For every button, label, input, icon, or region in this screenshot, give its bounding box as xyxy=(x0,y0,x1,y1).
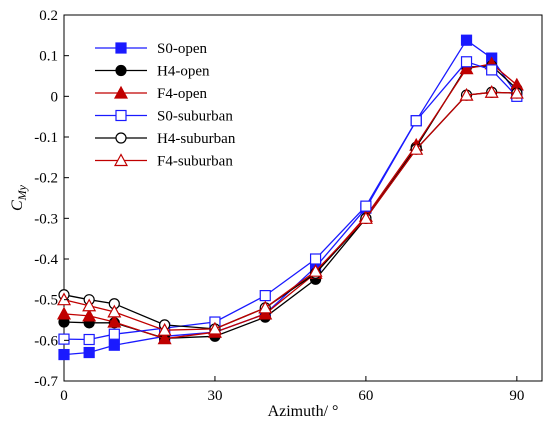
data-point xyxy=(460,34,473,46)
legend-label: F4-open xyxy=(157,86,207,102)
data-point xyxy=(258,300,273,314)
legend-label: H4-open xyxy=(157,64,210,80)
data-point xyxy=(82,298,97,312)
data-point xyxy=(486,64,498,76)
svg-text:CMy: CMy xyxy=(9,184,29,211)
series-line xyxy=(63,91,517,331)
legend: S0-open H4-open F4-open S0-suburban H4-subur… xyxy=(95,41,236,170)
y-tick-label: -0.1 xyxy=(34,130,58,146)
series-H4-suburban xyxy=(58,86,523,335)
data-point xyxy=(107,304,122,318)
data-point xyxy=(309,253,322,265)
data-point xyxy=(410,115,422,127)
data-point xyxy=(58,348,70,361)
y-tick-label: -0.4 xyxy=(34,252,58,268)
data-point xyxy=(157,322,172,336)
y-axis-label-subscript: My xyxy=(15,184,29,201)
series-S0-open xyxy=(58,34,523,361)
data-point xyxy=(207,321,222,335)
y-tick-label: -0.5 xyxy=(34,293,58,309)
y-tick-label: 0.2 xyxy=(39,8,58,24)
data-point xyxy=(108,339,120,351)
data-point xyxy=(157,331,172,345)
y-tick-label: 0.1 xyxy=(39,49,58,65)
legend-marker xyxy=(113,153,129,167)
data-point xyxy=(58,333,70,345)
plot-area xyxy=(63,14,543,382)
plot-frame xyxy=(63,14,543,382)
data-point xyxy=(459,61,474,75)
data-point xyxy=(108,328,120,340)
data-point xyxy=(358,211,373,224)
x-tick-label: 60 xyxy=(358,388,373,404)
y-tick-label: -0.2 xyxy=(34,171,58,187)
legend-marker xyxy=(115,132,127,144)
series-layer xyxy=(56,34,524,361)
x-tick-label: 30 xyxy=(207,388,222,404)
data-point xyxy=(259,290,271,302)
y-axis-label-main: C xyxy=(9,200,26,211)
y-axis-label: CMy xyxy=(9,184,29,211)
data-point xyxy=(82,308,97,322)
y-tick-label: 0 xyxy=(51,89,59,105)
data-point xyxy=(107,314,122,328)
legend-item: S0-open xyxy=(95,41,207,57)
legend-label: S0-suburban xyxy=(157,109,233,125)
legend-marker xyxy=(113,85,129,99)
series-line xyxy=(63,63,518,340)
legend-marker xyxy=(115,64,127,77)
series-F4-suburban xyxy=(56,85,524,336)
series-line xyxy=(63,39,518,356)
legend-marker xyxy=(115,42,127,54)
data-point xyxy=(56,306,72,320)
data-point xyxy=(484,85,499,98)
data-point xyxy=(460,56,473,68)
y-tick-label: -0.3 xyxy=(34,211,58,227)
series-S0-suburban xyxy=(58,56,523,346)
data-point xyxy=(409,141,424,155)
legend-item: F4-open xyxy=(95,85,207,102)
legend-item: S0-suburban xyxy=(95,109,233,125)
x-axis-label: Azimuth/ ° xyxy=(268,403,339,420)
ticks-layer: 0 30 60 90 0.2 0.1 0 -0.1 -0.2 -0.3 -0.4 -0.5 -0.6 -0… xyxy=(34,8,524,404)
x-tick-label: 90 xyxy=(509,388,524,404)
series-line xyxy=(63,65,518,339)
data-point xyxy=(308,263,323,277)
series-F4-open xyxy=(56,56,524,345)
data-point xyxy=(83,346,95,359)
data-point xyxy=(83,333,95,346)
legend-label: H4-suburban xyxy=(157,131,236,147)
data-point xyxy=(509,85,524,99)
legend-item: F4-suburban xyxy=(95,153,233,170)
legend-item: H4-open xyxy=(95,64,210,80)
legend-marker xyxy=(115,109,127,122)
y-tick-label: -0.7 xyxy=(34,374,58,390)
legend-label: S0-open xyxy=(157,41,207,57)
legend-item: H4-suburban xyxy=(95,131,236,147)
y-tick-label: -0.6 xyxy=(34,333,58,349)
data-point xyxy=(459,87,474,101)
legend-label: F4-suburban xyxy=(157,154,233,170)
series-H4-open xyxy=(58,60,523,344)
x-tick-label: 0 xyxy=(60,388,68,404)
data-point xyxy=(360,200,372,212)
